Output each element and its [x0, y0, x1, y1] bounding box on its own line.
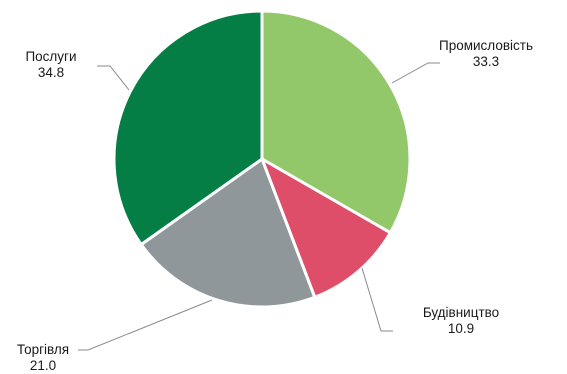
slice-2-category-label: Будівництво — [423, 305, 499, 320]
pie-slices — [112, 9, 412, 309]
leader-lines — [78, 62, 440, 351]
slice-3-wedge — [139, 157, 317, 309]
slice-1-value-label: 33.3 — [473, 54, 499, 69]
slice-1-wedge — [260, 9, 412, 235]
slice-4-wedge — [112, 9, 264, 246]
slice-1-category-label: Промисловість — [439, 38, 533, 53]
slice-2-leader-line — [361, 267, 393, 332]
slice-2-wedge — [260, 157, 392, 299]
slice-4-value-label: 34.8 — [38, 65, 64, 80]
slice-1-leader-line — [391, 62, 440, 84]
slice-4-leader-line — [97, 65, 130, 91]
slice-3-category-label: Торгівля — [17, 342, 69, 357]
slice-3-leader-line — [78, 299, 213, 351]
slice-4-category-label: Послуги — [25, 49, 76, 64]
slice-2-value-label: 10.9 — [448, 321, 474, 336]
slice-3-value-label: 21.0 — [30, 358, 56, 373]
